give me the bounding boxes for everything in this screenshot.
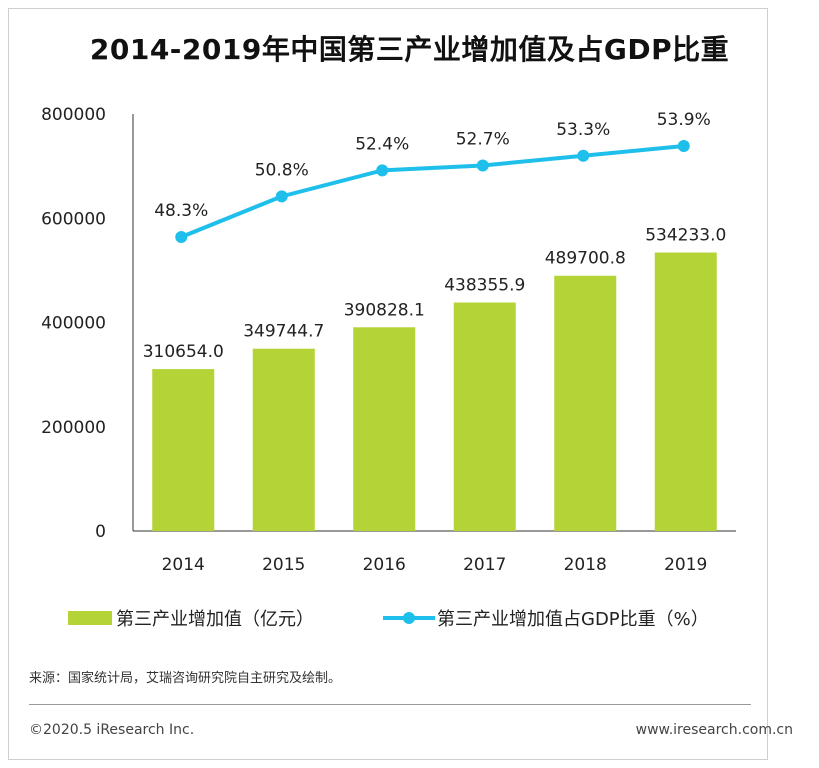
copyright-text: ©2020.5 iResearch Inc. (29, 722, 195, 738)
combo-chart: 0 200000 400000 600000 800000 310654.0 2014 349… (41, 105, 736, 575)
y-tick-label: 600000 (41, 209, 106, 229)
y-tick-label: 0 (95, 522, 106, 542)
y-tick-label: 800000 (41, 105, 106, 125)
bar-data-label: 534233.0 (645, 226, 726, 246)
line-data-label: 50.8% (255, 160, 309, 180)
bar-2017 (453, 302, 516, 531)
legend-line-swatch (383, 603, 435, 633)
bar-data-label: 489700.8 (545, 249, 626, 269)
line-point-2014 (175, 231, 188, 243)
y-tick-label: 200000 (41, 418, 106, 438)
legend-bar-label: 第三产业增加值（亿元） (116, 609, 314, 630)
bar-2019 (654, 252, 717, 531)
line-point-2018 (577, 149, 590, 162)
line-data-label: 52.7% (456, 130, 510, 150)
bar-2014 (152, 369, 215, 531)
legend-line-label: 第三产业增加值占GDP比重（%） (437, 609, 709, 630)
bar-2016 (353, 327, 416, 531)
legend-bar-swatch (68, 611, 112, 625)
line-series-path (180, 144, 684, 239)
bar-2015 (252, 348, 315, 531)
bar-data-label: 390828.1 (344, 300, 425, 320)
x-tick-label: 2014 (162, 555, 205, 575)
footer-divider (29, 704, 751, 705)
chart-title: 2014-2019年中国第三产业增加值及占GDP比重 (89, 33, 730, 66)
bar-data-label: 438355.9 (444, 276, 525, 296)
x-tick-label: 2018 (564, 555, 607, 575)
legend: 第三产业增加值（亿元） 第三产业增加值占GDP比重（%） (68, 603, 758, 633)
line-data-label: 53.9% (657, 110, 711, 130)
x-tick-label: 2016 (363, 555, 406, 575)
line-point-2019 (677, 140, 690, 152)
line-point-2015 (275, 190, 288, 203)
x-tick-label: 2017 (463, 555, 506, 575)
line-data-label: 53.3% (556, 120, 610, 140)
legend-item-line: 第三产业增加值占GDP比重（%） (383, 603, 709, 633)
bar-data-label: 349744.7 (243, 322, 324, 342)
bar-2018 (554, 275, 617, 531)
x-tick-label: 2015 (262, 555, 305, 575)
website-link[interactable]: www.iresearch.com.cn (635, 722, 793, 738)
line-data-label: 52.4% (355, 134, 409, 154)
line-point-2016 (376, 164, 389, 177)
line-point-2017 (476, 159, 489, 172)
y-tick-label: 400000 (41, 314, 106, 334)
source-note: 来源：国家统计局，艾瑞咨询研究院自主研究及绘制。 (29, 671, 342, 686)
x-tick-label: 2019 (664, 555, 707, 575)
line-data-label: 48.3% (154, 201, 208, 221)
legend-item-bar: 第三产业增加值（亿元） (68, 603, 314, 633)
bar-data-label: 310654.0 (143, 342, 224, 362)
